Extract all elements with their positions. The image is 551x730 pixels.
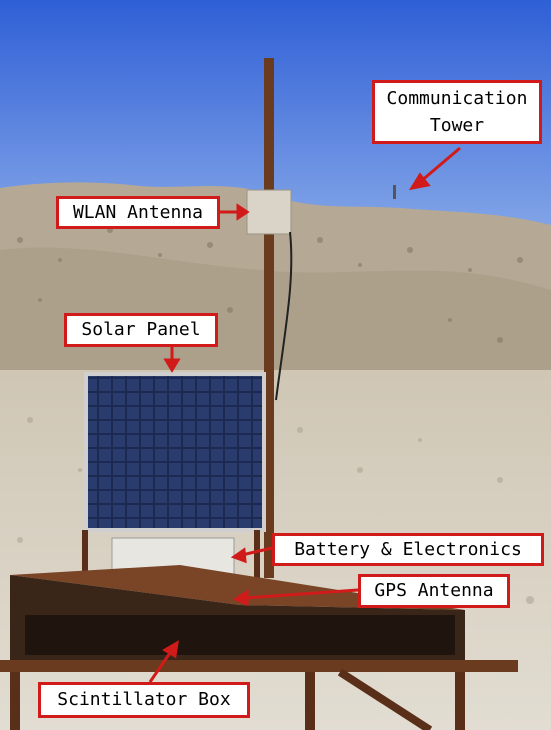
label-battery-electronics: Battery & Electronics: [272, 533, 544, 566]
label-communication-tower-line1: Communication: [386, 88, 528, 109]
label-solar-panel: Solar Panel: [64, 313, 218, 347]
frame-diagonal: [337, 668, 433, 730]
cable: [275, 231, 293, 401]
panel-support-left: [82, 530, 88, 580]
frame-leg-1: [10, 672, 20, 730]
solar-panel-cells: [88, 376, 262, 528]
wlan-antenna: [246, 189, 292, 235]
arrow-tower-head: [408, 172, 431, 191]
label-communication-tower-line2: Tower: [429, 115, 485, 136]
arrow-scint: [148, 649, 174, 683]
arrow-tower: [419, 146, 461, 184]
box-front-dark: [25, 615, 455, 655]
arrow-battery-head: [230, 547, 247, 564]
frame-leg-2: [305, 672, 315, 730]
distant-tower: [393, 185, 396, 199]
frame-beam: [0, 660, 518, 672]
label-scintillator-box: Scintillator Box: [38, 682, 250, 718]
annotation-arrows: [148, 146, 461, 683]
arrow-gps: [244, 588, 359, 600]
arrow-wlan-head: [236, 203, 250, 221]
arrow-battery: [241, 546, 273, 557]
arrow-gps-head: [232, 589, 249, 607]
panel-support-right: [254, 530, 260, 580]
label-wlan-antenna: WLAN Antenna: [56, 196, 220, 229]
frame-leg-3: [455, 672, 465, 730]
arrow-scint-head: [162, 640, 179, 659]
label-gps-antenna: GPS Antenna: [358, 574, 510, 608]
label-communication-tower: Communication Tower: [372, 80, 542, 144]
pole: [264, 58, 274, 578]
scintillator-box-top: [10, 565, 465, 610]
arrow-solar-head: [163, 358, 181, 373]
